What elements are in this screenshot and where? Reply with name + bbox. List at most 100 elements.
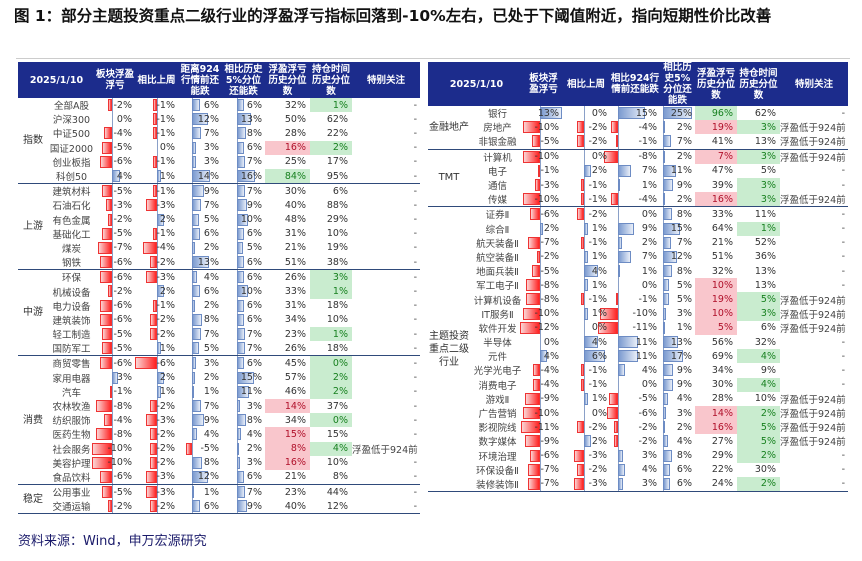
special-note: - bbox=[841, 350, 845, 362]
week-change-bar bbox=[157, 385, 161, 398]
to-924-cell: 1% bbox=[178, 485, 222, 500]
holding-percentile-value: 10% bbox=[326, 228, 348, 240]
week-change-cell: -2% bbox=[562, 420, 610, 435]
special-note: - bbox=[841, 450, 845, 462]
to-5pct-cell: 11% bbox=[660, 163, 695, 178]
bar-axis bbox=[112, 154, 113, 169]
float-value: -2% bbox=[113, 99, 133, 111]
bar-axis bbox=[540, 363, 541, 378]
profit-percentile-value: 29% bbox=[711, 450, 733, 462]
to-5pct-bar bbox=[663, 178, 674, 191]
industry-name: 房地产 bbox=[483, 123, 512, 135]
special-note: 浮盈低于924前 bbox=[780, 423, 846, 435]
float-bar bbox=[96, 428, 112, 441]
holding-percentile-value: 2% bbox=[737, 448, 780, 463]
bar-axis bbox=[157, 356, 158, 371]
to-924-value: -5% bbox=[200, 443, 220, 455]
float-value: -5% bbox=[113, 328, 133, 340]
holding-percentile-value: 2% bbox=[310, 370, 352, 385]
to-5pct-cell: 7% bbox=[222, 485, 265, 500]
week-change-value: -3% bbox=[156, 471, 176, 483]
week-change-value: 1% bbox=[591, 308, 607, 320]
week-change-value: -2% bbox=[156, 256, 176, 268]
special-note: - bbox=[413, 328, 417, 340]
to-5pct-bar bbox=[663, 421, 666, 434]
week-change-bar bbox=[157, 342, 161, 355]
bar-axis bbox=[112, 469, 113, 485]
to-924-cell: 9% bbox=[178, 413, 222, 428]
week-change-bar bbox=[153, 227, 157, 240]
float-cell: -10% bbox=[523, 405, 562, 421]
holding-percentile-value: 5% bbox=[737, 292, 780, 307]
industry-name: 基础化工 bbox=[52, 229, 91, 241]
float-bar bbox=[540, 107, 563, 119]
float-value: -1% bbox=[540, 165, 560, 177]
to-5pct-value: 4% bbox=[676, 393, 692, 405]
table-row: 上游 建筑材料 -5% -1% 9% 7% 30% 6% - bbox=[18, 183, 420, 271]
to-924-bar bbox=[616, 293, 619, 306]
group-label: 消费 bbox=[18, 355, 48, 486]
industry-name: 航空装备Ⅱ bbox=[476, 252, 519, 264]
table-row: 广告营销 -10% 0% -6% 3% 14% 2% 浮盈低于924前 bbox=[428, 405, 848, 421]
table-row: 医药生物 -8% -2% 4% 4% 15% 15% - bbox=[18, 427, 420, 442]
float-value: -9% bbox=[540, 393, 560, 405]
to-5pct-bar bbox=[663, 336, 678, 348]
to-5pct-value: 8% bbox=[246, 127, 262, 139]
week-change-cell: 2% bbox=[135, 370, 178, 385]
bar-axis bbox=[584, 149, 585, 164]
industry-name: 钢铁 bbox=[48, 255, 95, 271]
profit-percentile-value: 26% bbox=[265, 341, 310, 357]
float-bar bbox=[92, 456, 112, 469]
to-924-bar bbox=[192, 227, 200, 240]
to-924-value: 9% bbox=[203, 414, 219, 426]
to-924-value: 4% bbox=[203, 271, 219, 283]
to-5pct-value: 16% bbox=[240, 170, 262, 182]
to-924-bar bbox=[192, 428, 198, 441]
to-924-value: 6% bbox=[203, 500, 219, 512]
float-bar bbox=[523, 150, 540, 163]
column-header: 浮盈浮亏历史分位数 bbox=[695, 62, 737, 106]
industry-name: 计算机设备 bbox=[473, 295, 522, 307]
to-924-bar bbox=[192, 357, 196, 370]
week-change-bar bbox=[584, 250, 588, 263]
to-5pct-bar bbox=[663, 222, 681, 235]
holding-percentile-value: 52% bbox=[754, 237, 776, 249]
to-924-value: -2% bbox=[638, 435, 658, 447]
special-note: 浮盈低于924前 bbox=[352, 444, 418, 456]
bar-axis bbox=[540, 335, 541, 350]
to-924-value: -4% bbox=[638, 193, 658, 205]
float-cell: -8% bbox=[525, 278, 562, 293]
holding-percentile-value: 0% bbox=[310, 413, 352, 428]
bar-axis bbox=[112, 455, 113, 470]
bar-axis bbox=[157, 413, 158, 428]
to-5pct-cell: 6% bbox=[222, 469, 265, 486]
industry-name: 软件开发 bbox=[478, 323, 517, 335]
special-note: 浮盈低于924前 bbox=[780, 123, 846, 135]
float-cell: -6% bbox=[95, 154, 135, 169]
to-5pct-cell: 16% bbox=[222, 168, 265, 185]
table-row: 美容护理 -10% -2% 8% 3% 16% 10% - bbox=[18, 455, 420, 470]
to-924-cell: 3% bbox=[610, 448, 660, 463]
industry-name: 公用事业 bbox=[52, 488, 91, 500]
column-header: 相比924行情前还能跌 bbox=[610, 62, 660, 106]
week-change-cell: -1% bbox=[135, 184, 178, 199]
to-5pct-bar bbox=[237, 399, 241, 412]
bar-axis bbox=[112, 255, 113, 270]
week-change-bar bbox=[146, 414, 157, 427]
float-bar bbox=[96, 399, 112, 412]
to-924-value: 5% bbox=[203, 214, 219, 226]
week-change-value: -1% bbox=[156, 127, 176, 139]
to-5pct-bar bbox=[663, 378, 674, 391]
special-note: - bbox=[413, 199, 417, 211]
float-cell: 3% bbox=[95, 370, 135, 385]
to-924-bar bbox=[618, 449, 624, 462]
float-value: -7% bbox=[540, 464, 560, 476]
week-change-cell: 0% bbox=[562, 405, 610, 421]
float-value: -2% bbox=[113, 286, 133, 298]
table-row: 煤炭 -7% -4% 2% 5% 21% 19% - bbox=[18, 240, 420, 256]
to-5pct-bar bbox=[663, 265, 673, 278]
special-note: 浮盈低于924前 bbox=[780, 152, 846, 164]
bar-axis bbox=[157, 327, 158, 342]
industry-name: 数字媒体 bbox=[478, 437, 517, 449]
holding-percentile-value: 2% bbox=[310, 384, 352, 399]
